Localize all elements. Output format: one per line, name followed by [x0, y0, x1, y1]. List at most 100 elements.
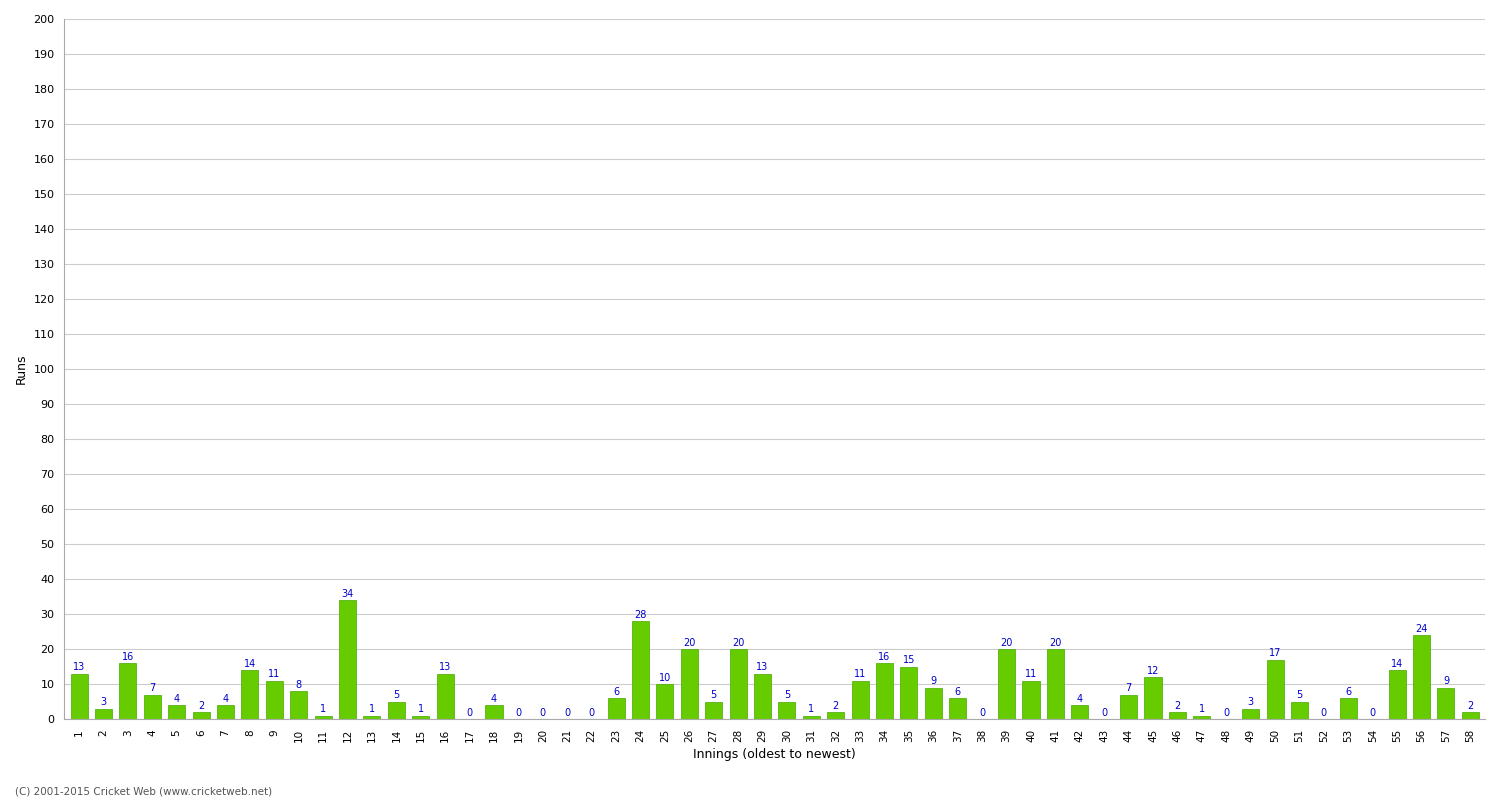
Text: 11: 11 [853, 669, 867, 679]
Bar [681, 650, 698, 719]
Text: 6: 6 [614, 686, 620, 697]
Text: 0: 0 [588, 708, 594, 718]
Text: 1: 1 [808, 704, 814, 714]
Text: 1: 1 [320, 704, 326, 714]
Text: (C) 2001-2015 Cricket Web (www.cricketweb.net): (C) 2001-2015 Cricket Web (www.cricketwe… [15, 786, 272, 796]
Bar [1168, 713, 1186, 719]
Bar [754, 674, 771, 719]
Bar [266, 681, 284, 719]
Bar [436, 674, 453, 719]
Bar [705, 702, 722, 719]
Text: 3: 3 [100, 698, 106, 707]
Bar [1071, 706, 1089, 719]
Text: 13: 13 [440, 662, 452, 672]
Text: 28: 28 [634, 610, 646, 620]
Text: 2: 2 [1174, 701, 1180, 710]
Bar [657, 685, 674, 719]
Bar [217, 706, 234, 719]
Text: 0: 0 [1370, 708, 1376, 718]
Bar [926, 688, 942, 719]
Text: 3: 3 [1248, 698, 1254, 707]
Text: 24: 24 [1416, 624, 1428, 634]
Text: 13: 13 [74, 662, 86, 672]
Bar [1023, 681, 1040, 719]
Text: 7: 7 [148, 683, 156, 694]
Text: 20: 20 [732, 638, 744, 648]
Text: 5: 5 [784, 690, 790, 700]
Text: 6: 6 [1346, 686, 1352, 697]
Text: 1: 1 [417, 704, 424, 714]
Bar [168, 706, 184, 719]
Bar [876, 663, 892, 719]
Bar [486, 706, 502, 719]
Bar [242, 670, 258, 719]
Bar [998, 650, 1016, 719]
Bar [290, 691, 308, 719]
Bar [94, 709, 112, 719]
Bar [339, 600, 356, 719]
Bar [120, 663, 136, 719]
Bar [1266, 660, 1284, 719]
Bar [144, 695, 160, 719]
Text: 4: 4 [490, 694, 496, 704]
Text: 8: 8 [296, 680, 302, 690]
X-axis label: Innings (oldest to newest): Innings (oldest to newest) [693, 748, 856, 761]
Text: 20: 20 [1048, 638, 1062, 648]
Text: 5: 5 [1296, 690, 1302, 700]
Text: 4: 4 [1077, 694, 1083, 704]
Bar [1120, 695, 1137, 719]
Text: 11: 11 [268, 669, 280, 679]
Text: 5: 5 [711, 690, 717, 700]
Text: 17: 17 [1269, 648, 1281, 658]
Text: 4: 4 [174, 694, 180, 704]
Bar [413, 716, 429, 719]
Text: 0: 0 [466, 708, 472, 718]
Bar [608, 698, 624, 719]
Bar [1389, 670, 1406, 719]
Text: 0: 0 [980, 708, 986, 718]
Text: 2: 2 [833, 701, 839, 710]
Bar [900, 667, 918, 719]
Text: 0: 0 [564, 708, 570, 718]
Text: 0: 0 [1322, 708, 1328, 718]
Bar [1292, 702, 1308, 719]
Text: 20: 20 [1000, 638, 1012, 648]
Text: 1: 1 [369, 704, 375, 714]
Bar [1194, 716, 1210, 719]
Bar [388, 702, 405, 719]
Bar [1242, 709, 1258, 719]
Text: 16: 16 [879, 652, 891, 662]
Bar [1144, 678, 1161, 719]
Bar [315, 716, 332, 719]
Bar [632, 622, 650, 719]
Bar [1413, 635, 1430, 719]
Text: 11: 11 [1024, 669, 1036, 679]
Text: 2: 2 [1467, 701, 1473, 710]
Bar [802, 716, 820, 719]
Bar [852, 681, 868, 719]
Y-axis label: Runs: Runs [15, 354, 28, 385]
Text: 4: 4 [222, 694, 228, 704]
Bar [1340, 698, 1358, 719]
Bar [827, 713, 844, 719]
Bar [192, 713, 210, 719]
Text: 9: 9 [930, 676, 936, 686]
Text: 0: 0 [516, 708, 522, 718]
Text: 2: 2 [198, 701, 204, 710]
Bar [70, 674, 87, 719]
Text: 34: 34 [342, 589, 354, 598]
Text: 5: 5 [393, 690, 399, 700]
Text: 9: 9 [1443, 676, 1449, 686]
Bar [729, 650, 747, 719]
Text: 0: 0 [1222, 708, 1230, 718]
Text: 20: 20 [682, 638, 696, 648]
Text: 16: 16 [122, 652, 134, 662]
Text: 15: 15 [903, 655, 915, 665]
Bar [950, 698, 966, 719]
Text: 14: 14 [1390, 658, 1404, 669]
Text: 7: 7 [1125, 683, 1132, 694]
Text: 6: 6 [954, 686, 962, 697]
Bar [778, 702, 795, 719]
Text: 0: 0 [1101, 708, 1107, 718]
Text: 1: 1 [1198, 704, 1204, 714]
